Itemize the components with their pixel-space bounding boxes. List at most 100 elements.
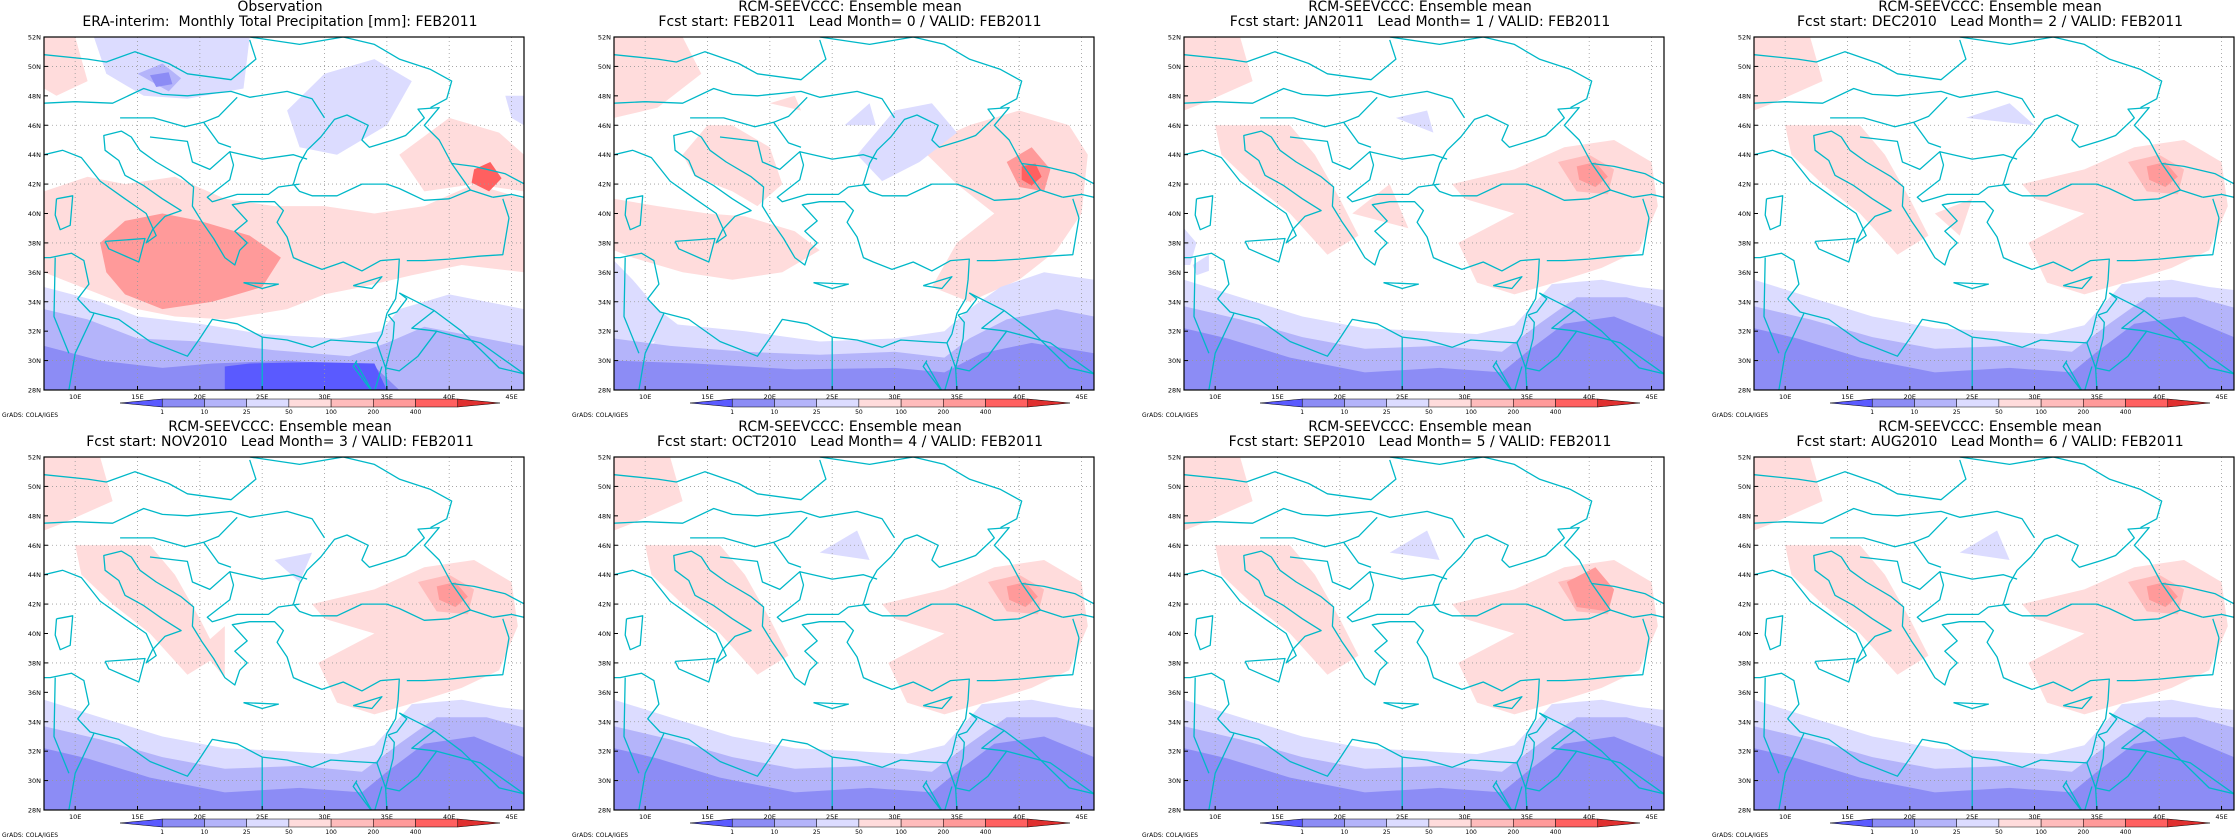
lon-tick-label: 10E <box>1209 813 1221 821</box>
country-border <box>1492 360 1513 390</box>
country-border <box>1830 96 1948 128</box>
precip-shading <box>199 626 225 678</box>
coastline <box>674 657 716 683</box>
lon-tick-label: 30E <box>888 813 900 821</box>
colorbar-label: 100 <box>325 829 337 836</box>
country-border <box>44 39 257 81</box>
coastline <box>1764 615 1784 651</box>
lon-tick-label: 20E <box>1904 813 1916 821</box>
lon-tick-label: 35E <box>2091 393 2103 401</box>
lat-tick-label: 42N <box>28 601 41 609</box>
country-border <box>120 96 238 128</box>
lon-tick-label: 20E <box>1904 393 1916 401</box>
lat-tick-label: 30N <box>1738 357 1751 365</box>
country-border <box>957 292 978 316</box>
colorbar-label: 1 <box>160 829 164 836</box>
country-border <box>623 257 640 354</box>
colorbar-swatch <box>858 398 902 408</box>
precip-shading <box>1215 125 1359 255</box>
country-border <box>955 310 1008 372</box>
country-border <box>203 541 232 568</box>
country-border <box>44 87 326 119</box>
country-border <box>149 136 300 203</box>
lat-tick-label: 38N <box>28 659 41 667</box>
lat-tick-label: 28N <box>28 387 41 395</box>
lon-tick-label: 20E <box>764 393 776 401</box>
country-border <box>2146 750 2234 795</box>
country-border <box>352 360 373 390</box>
panel-subtitle: Fcst start: DEC2010 Lead Month= 2 / VALI… <box>1796 14 2184 30</box>
colorbar-swatch <box>1386 398 1430 408</box>
country-border <box>2116 637 2220 682</box>
panel-title: RCM-SEEVCCC: Ensemble mean <box>1308 0 1532 15</box>
colorbar-label: 100 <box>895 829 907 836</box>
country-border <box>1107 199 1131 214</box>
lat-tick-label: 52N <box>28 454 41 462</box>
coastline <box>1107 177 1131 206</box>
lon-tick-label: 35E <box>951 393 963 401</box>
lat-tick-label: 46N <box>28 542 41 550</box>
coastline <box>624 195 644 231</box>
country-border <box>1514 786 1523 810</box>
lat-tick-label: 52N <box>598 454 611 462</box>
lon-tick-label: 10E <box>639 393 651 401</box>
country-border <box>68 313 95 390</box>
colorbar-label: 10 <box>771 829 779 836</box>
precip-shading <box>44 457 113 531</box>
colorbar-swatch <box>1301 818 1345 828</box>
lat-tick-label: 28N <box>28 807 41 815</box>
grads-credit: GrADS: COLA/IGES <box>2 412 59 419</box>
country-border <box>773 541 802 568</box>
coastline <box>353 696 383 710</box>
country-border <box>1193 677 1210 774</box>
country-border <box>954 314 965 369</box>
panel-title: RCM-SEEVCCC: Ensemble mean <box>738 0 962 15</box>
lon-tick-label: 25E <box>1396 813 1408 821</box>
country-border <box>1343 121 1372 148</box>
country-border <box>53 257 70 354</box>
lat-tick-label: 48N <box>1168 92 1181 100</box>
colorbar-label: 400 <box>1550 829 1562 836</box>
coastline <box>537 177 561 206</box>
coastline <box>923 696 953 710</box>
grads-credit: GrADS: COLA/IGES <box>2 832 59 839</box>
lat-tick-label: 42N <box>1738 181 1751 189</box>
country-border <box>944 786 953 810</box>
lat-tick-label: 46N <box>598 122 611 130</box>
lat-tick-label: 46N <box>1168 122 1181 130</box>
country-border <box>249 37 453 109</box>
country-border <box>399 292 524 375</box>
colorbar-label: 100 <box>895 409 907 416</box>
lat-tick-label: 36N <box>28 689 41 697</box>
colorbar-swatch <box>204 818 247 828</box>
precip-shading <box>614 342 1094 390</box>
coastline <box>1194 195 1214 231</box>
lon-tick-label: 20E <box>1334 813 1346 821</box>
coastline <box>54 615 74 651</box>
coastline <box>862 106 1042 201</box>
lat-tick-label: 46N <box>28 122 41 130</box>
coastline <box>862 526 1042 621</box>
lon-tick-label: 45E <box>505 813 517 821</box>
lon-tick-label: 15E <box>701 393 713 401</box>
colorbar-label: 200 <box>2078 409 2090 416</box>
colorbar-swatch <box>774 818 817 828</box>
country-border <box>1939 151 2018 160</box>
coastline <box>243 701 280 710</box>
lat-tick-label: 32N <box>28 328 41 336</box>
lat-tick-label: 30N <box>598 777 611 785</box>
colorbar-label: 1 <box>1300 409 1304 416</box>
colorbar-label: 200 <box>1508 829 1520 836</box>
lat-tick-label: 34N <box>1168 298 1181 306</box>
colorbar-label: 400 <box>2120 829 2132 836</box>
lat-tick-label: 52N <box>28 34 41 42</box>
lat-tick-label: 34N <box>1168 718 1181 726</box>
country-border <box>1859 136 2010 203</box>
map-panel: RCM-SEEVCCC: Ensemble mean Fcst start: OC… <box>570 420 1130 840</box>
lat-tick-label: 28N <box>598 807 611 815</box>
colorbar-swatch <box>457 398 501 408</box>
colorbar-swatch <box>1027 818 1071 828</box>
lat-tick-label: 38N <box>1168 239 1181 247</box>
panel-subtitle: Fcst start: JAN2011 Lead Month= 1 / VALI… <box>1229 14 1611 30</box>
colorbar-swatch <box>288 818 332 828</box>
